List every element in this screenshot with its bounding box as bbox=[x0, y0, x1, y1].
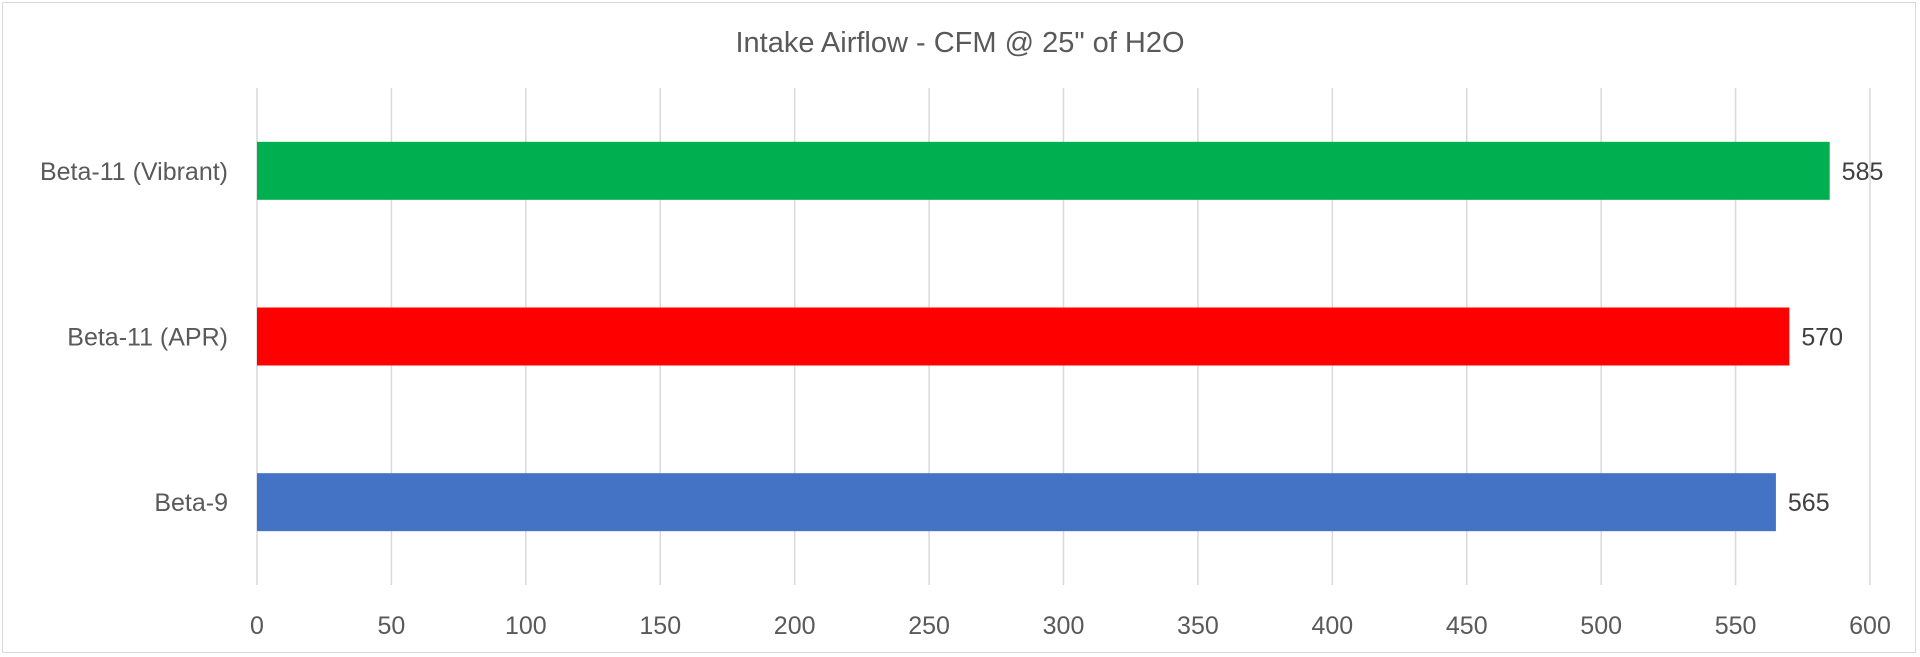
value-axis: 0 50 100 150 200 250 300 350 400 450 500 550 600 bbox=[250, 612, 1891, 640]
x-tick-label: 350 bbox=[1177, 612, 1219, 640]
bar bbox=[257, 141, 1830, 200]
x-tick-label: 50 bbox=[378, 612, 406, 640]
x-tick-label: 100 bbox=[505, 612, 547, 640]
data-label: 570 bbox=[1801, 324, 1843, 352]
x-tick-label: 500 bbox=[1580, 612, 1622, 640]
x-tick-label: 300 bbox=[1043, 612, 1085, 640]
bar bbox=[257, 307, 1790, 366]
data-label: 585 bbox=[1842, 158, 1884, 186]
data-label: 565 bbox=[1788, 489, 1830, 517]
x-tick-label: 550 bbox=[1715, 612, 1757, 640]
x-tick-label: 250 bbox=[908, 612, 950, 640]
x-tick-label: 400 bbox=[1311, 612, 1353, 640]
x-tick-label: 600 bbox=[1849, 612, 1891, 640]
bars bbox=[257, 141, 1830, 532]
category-label: Beta-9 bbox=[154, 489, 228, 517]
x-tick-label: 200 bbox=[774, 612, 816, 640]
x-tick-label: 450 bbox=[1446, 612, 1488, 640]
category-axis: Beta-11 (Vibrant) Beta-11 (APR) Beta-9 bbox=[40, 158, 228, 517]
data-labels: 585 570 565 bbox=[1788, 158, 1883, 517]
bar bbox=[257, 473, 1776, 532]
chart-title: Intake Airflow - CFM @ 25" of H2O bbox=[735, 27, 1184, 59]
x-tick-label: 150 bbox=[639, 612, 681, 640]
category-label: Beta-11 (APR) bbox=[67, 324, 228, 352]
x-tick-label: 0 bbox=[250, 612, 264, 640]
category-label: Beta-11 (Vibrant) bbox=[40, 158, 228, 186]
